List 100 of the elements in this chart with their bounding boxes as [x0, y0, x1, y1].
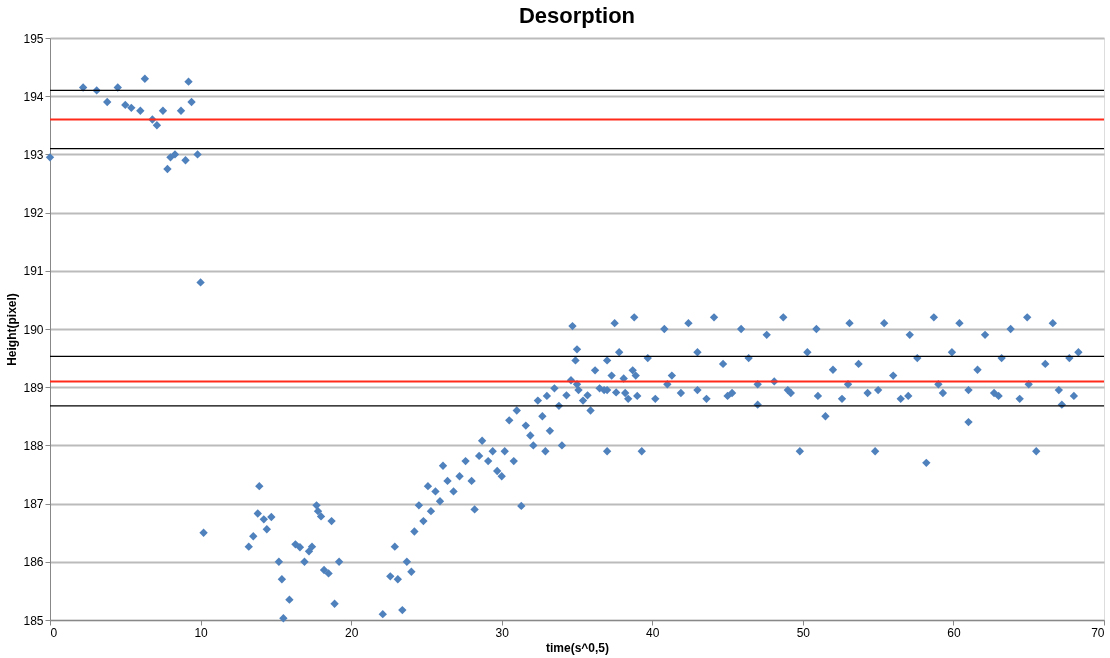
point: [870, 447, 880, 456]
point: [736, 324, 746, 334]
point: [249, 532, 258, 541]
point: [414, 501, 424, 510]
point: [140, 74, 150, 83]
point: [193, 150, 202, 159]
point: [879, 319, 889, 328]
point: [934, 380, 943, 389]
point: [1048, 319, 1057, 328]
point: [628, 366, 637, 375]
point: [753, 380, 762, 389]
point: [121, 100, 130, 110]
point: [709, 313, 719, 322]
x-tick-label: 40: [646, 625, 660, 640]
point: [390, 542, 399, 551]
point: [614, 348, 624, 357]
point: [1015, 394, 1024, 404]
point: [398, 605, 407, 615]
point: [611, 388, 621, 397]
point: [828, 365, 838, 374]
point: [199, 528, 208, 537]
x-tick-label: 70: [1091, 625, 1105, 640]
point: [557, 441, 567, 450]
point: [693, 348, 702, 357]
point: [291, 540, 300, 549]
point: [541, 447, 550, 456]
point: [443, 476, 452, 486]
point: [762, 330, 771, 339]
y-tick-label: 191: [23, 264, 44, 279]
point: [994, 391, 1003, 401]
chart-title: Desorption: [518, 3, 636, 28]
point: [980, 330, 990, 339]
y-tick-label: 190: [23, 322, 44, 337]
point: [267, 512, 276, 522]
point: [295, 543, 305, 552]
point: [526, 431, 535, 440]
x-axis-title: time(s^0,5): [545, 640, 610, 655]
point: [702, 394, 711, 404]
point: [262, 525, 272, 534]
point: [651, 394, 660, 404]
point: [158, 106, 168, 115]
point: [423, 481, 433, 491]
point: [488, 447, 497, 456]
point: [497, 472, 506, 481]
point: [586, 406, 595, 415]
point: [170, 150, 180, 159]
point: [330, 599, 339, 608]
point: [873, 385, 883, 395]
point: [1069, 391, 1079, 401]
point: [1023, 313, 1032, 322]
point: [307, 542, 317, 551]
point: [723, 391, 732, 401]
point: [127, 103, 136, 113]
point: [529, 441, 538, 450]
point: [334, 557, 344, 566]
point: [1074, 348, 1083, 357]
point: [663, 380, 672, 389]
point: [244, 542, 253, 551]
point: [470, 505, 479, 514]
point: [435, 497, 445, 506]
point: [327, 516, 336, 526]
point: [103, 97, 112, 107]
point: [455, 472, 464, 481]
point: [474, 451, 484, 461]
point: [255, 481, 264, 491]
point: [693, 385, 702, 395]
point: [393, 575, 402, 584]
point: [795, 447, 805, 456]
point: [196, 278, 205, 287]
point: [449, 487, 458, 496]
point: [316, 512, 326, 521]
point: [500, 447, 509, 456]
point: [837, 394, 847, 404]
point: [509, 456, 518, 466]
point: [727, 388, 737, 398]
point: [845, 319, 854, 328]
point: [1024, 380, 1033, 389]
y-tick-label: 193: [23, 147, 44, 162]
x-tick-label: 30: [495, 625, 510, 640]
point: [304, 547, 314, 556]
point: [812, 324, 821, 334]
point: [521, 421, 530, 430]
point: [274, 557, 284, 566]
point: [779, 313, 788, 322]
point: [633, 391, 642, 401]
point: [285, 595, 294, 604]
point: [583, 391, 592, 400]
point: [538, 412, 547, 421]
x-tick-label: 60: [947, 625, 961, 640]
point: [905, 330, 914, 339]
point: [184, 77, 193, 86]
point: [407, 567, 416, 576]
point: [572, 345, 582, 354]
point: [610, 319, 619, 328]
x-tick-label: 0: [50, 625, 58, 640]
point: [624, 394, 633, 404]
point: [1006, 324, 1015, 334]
point: [431, 487, 440, 496]
point: [631, 371, 640, 380]
point: [947, 348, 957, 357]
